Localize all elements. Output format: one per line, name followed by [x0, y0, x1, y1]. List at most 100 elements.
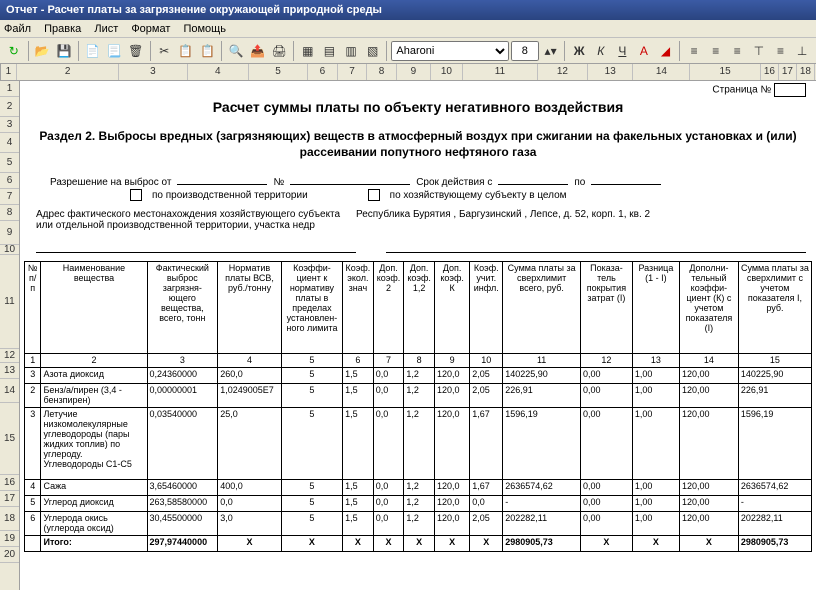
checkbox-prod[interactable] — [130, 189, 142, 201]
preview-icon[interactable]: 🔍 — [226, 41, 246, 61]
col-header-9[interactable]: 9 — [397, 64, 431, 80]
col-header-2[interactable]: 2 — [17, 64, 119, 80]
row-header-2[interactable]: 2 — [0, 97, 19, 117]
align-mid-icon[interactable]: ≡ — [771, 41, 791, 61]
menu-file[interactable]: Файл — [4, 23, 31, 35]
col-5: Коэффи- циент к нормативу платы в предел… — [281, 262, 342, 354]
col-10: Коэф. учит. инфл. — [470, 262, 503, 354]
page-icon[interactable]: 📃 — [104, 41, 124, 61]
font-size-input[interactable] — [511, 41, 539, 61]
menu-bar: Файл Правка Лист Формат Помощь — [0, 20, 816, 38]
align-bot-icon[interactable]: ⊥ — [792, 41, 812, 61]
italic-button[interactable]: К — [591, 41, 611, 61]
row-header-8[interactable]: 8 — [0, 205, 19, 221]
print-icon[interactable]: 🖨 — [269, 41, 289, 61]
table-total-row: Итого:297,97440000XXXXXXX2980905,73XXX29… — [25, 536, 812, 552]
address-line: Адрес фактического местонахождения хозяй… — [36, 209, 806, 231]
table-row: 2Бенз/а/пирен (3,4 - бензпирен)0,0000000… — [25, 384, 812, 408]
font-color-icon[interactable]: A — [634, 41, 654, 61]
col-header-18[interactable]: 18 — [797, 64, 815, 80]
fill-color-icon[interactable]: ◢ — [656, 41, 676, 61]
table-row: 3Летучие низкомолекулярные углеводороды … — [25, 408, 812, 480]
table-row: 3Азота диоксид0,24360000260,051,50,01,21… — [25, 368, 812, 384]
col-header-15[interactable]: 15 — [690, 64, 761, 80]
col-header-16[interactable]: 16 — [761, 64, 779, 80]
col-header-17[interactable]: 17 — [779, 64, 797, 80]
row-header-15[interactable]: 15 — [0, 403, 19, 475]
col-2: Наименование вещества — [41, 262, 147, 354]
toolbar: ↻ 📂 💾 📄 📃 🗑 ✂ 📋 📋 🔍 📤 🖨 ▦ ▤ ▥ ▧ Aharoni … — [0, 38, 816, 64]
col-header-3[interactable]: 3 — [119, 64, 187, 80]
checks-line: по производственной территории по хозяйс… — [130, 189, 806, 201]
col-header-5[interactable]: 5 — [249, 64, 308, 80]
row-header-5[interactable]: 5 — [0, 153, 19, 173]
row-header-20[interactable]: 20 — [0, 547, 19, 563]
col-4: Норматив платы ВСВ, руб./тонну — [218, 262, 282, 354]
col-14: Дополни- тельный коэффи- циент (К) с уче… — [679, 262, 738, 354]
align-top-icon[interactable]: ⊤ — [749, 41, 769, 61]
menu-format[interactable]: Формат — [131, 23, 170, 35]
menu-help[interactable]: Помощь — [183, 23, 226, 35]
grid3-icon[interactable]: ▥ — [341, 41, 361, 61]
save-icon[interactable]: 💾 — [54, 41, 74, 61]
menu-edit[interactable]: Правка — [44, 23, 81, 35]
table-row: 4Сажа3,65460000400,051,50,01,2120,01,672… — [25, 480, 812, 496]
underline-button[interactable]: Ч — [613, 41, 633, 61]
row-header-16[interactable]: 16 — [0, 475, 19, 491]
row-header-19[interactable]: 19 — [0, 531, 19, 547]
row-header-3[interactable]: 3 — [0, 117, 19, 133]
row-header-4[interactable]: 4 — [0, 133, 19, 153]
col-header-6[interactable]: 6 — [308, 64, 338, 80]
grid2-icon[interactable]: ▤ — [320, 41, 340, 61]
permit-line: Разрешение на выброс от № Срок действия … — [50, 173, 806, 188]
cut-icon[interactable]: ✂ — [155, 41, 175, 61]
col-header-12[interactable]: 12 — [538, 64, 588, 80]
row-header-10[interactable]: 10 — [0, 245, 19, 255]
menu-sheet[interactable]: Лист — [94, 23, 118, 35]
row-header-7[interactable]: 7 — [0, 189, 19, 205]
window-title: Отчет - Расчет платы за загрязнение окру… — [6, 4, 382, 16]
col-header-13[interactable]: 13 — [588, 64, 634, 80]
col-header-1[interactable]: 1 — [1, 64, 17, 80]
size-spin-icon[interactable]: ▴▾ — [541, 41, 561, 61]
row-header-6[interactable]: 6 — [0, 173, 19, 189]
bold-button[interactable]: Ж — [569, 41, 589, 61]
row-header-14[interactable]: 14 — [0, 379, 19, 403]
col-header-14[interactable]: 14 — [633, 64, 690, 80]
col-header-4[interactable]: 4 — [188, 64, 249, 80]
col-15: Сумма платы за сверхлимит с учетом показ… — [738, 262, 811, 354]
paste-icon[interactable]: 📋 — [198, 41, 218, 61]
new-page-icon[interactable]: 📄 — [83, 41, 103, 61]
row-header-9[interactable]: 9 — [0, 221, 19, 245]
sheet-area: Страница № Расчет суммы платы по объекту… — [20, 81, 816, 590]
row-header-18[interactable]: 18 — [0, 507, 19, 531]
col-header-11[interactable]: 11 — [463, 64, 538, 80]
font-select[interactable]: Aharoni — [391, 41, 508, 61]
col-12: Показа- тель покрытия затрат (I) — [581, 262, 633, 354]
align-left-icon[interactable]: ≡ — [684, 41, 704, 61]
export-icon[interactable]: 📤 — [248, 41, 268, 61]
align-center-icon[interactable]: ≡ — [706, 41, 726, 61]
grid4-icon[interactable]: ▧ — [363, 41, 383, 61]
checkbox-subject[interactable] — [368, 189, 380, 201]
copy-icon[interactable]: 📋 — [176, 41, 196, 61]
col-header-8[interactable]: 8 — [367, 64, 397, 80]
page-number-input[interactable] — [774, 83, 806, 97]
col-11: Сумма платы за сверхлимит всего, руб. — [503, 262, 581, 354]
table-row: 6Углерода окись (углерода оксид)30,45500… — [25, 512, 812, 536]
doc-subtitle: Раздел 2. Выбросы вредных (загрязняющих)… — [30, 129, 806, 160]
col-3: Фактический выброс загрязня- ющего вещес… — [147, 262, 218, 354]
row-header-13[interactable]: 13 — [0, 363, 19, 379]
row-header-11[interactable]: 11 — [0, 255, 19, 349]
page-number: Страница № — [712, 83, 806, 97]
align-right-icon[interactable]: ≡ — [728, 41, 748, 61]
row-header-1[interactable]: 1 — [0, 81, 19, 97]
refresh-icon[interactable]: ↻ — [4, 41, 24, 61]
col-header-10[interactable]: 10 — [431, 64, 463, 80]
row-header-12[interactable]: 12 — [0, 349, 19, 363]
delete-page-icon[interactable]: 🗑 — [126, 41, 146, 61]
open-icon[interactable]: 📂 — [33, 41, 53, 61]
grid-icon[interactable]: ▦ — [298, 41, 318, 61]
row-header-17[interactable]: 17 — [0, 491, 19, 507]
col-header-7[interactable]: 7 — [338, 64, 368, 80]
